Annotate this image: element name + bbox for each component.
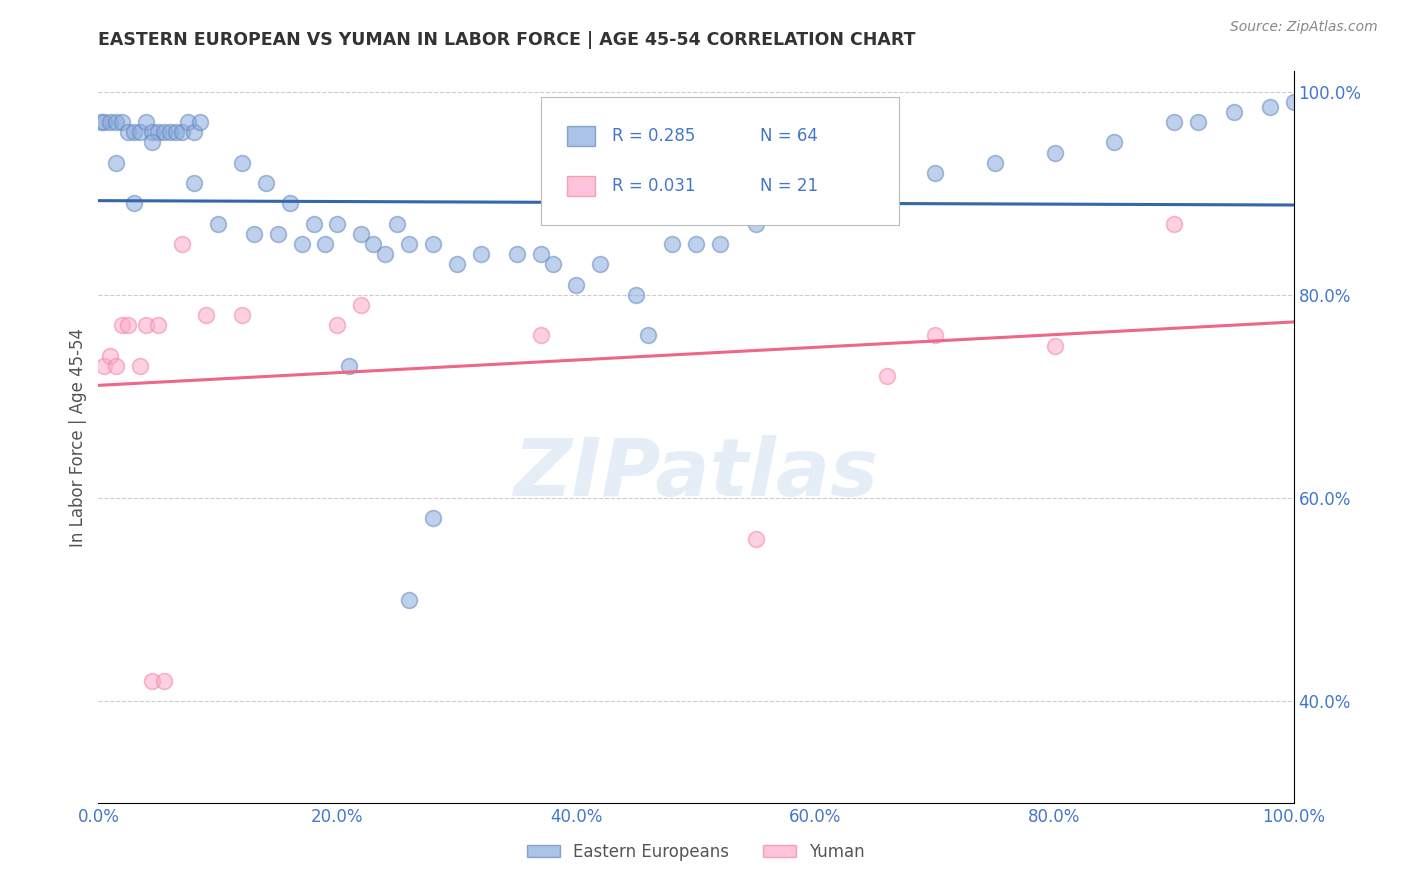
Point [177, 115, 200, 129]
Point [105, 115, 128, 129]
Point [148, 125, 170, 139]
Point [141, 125, 163, 139]
Point [530, 247, 553, 261]
Point [745, 532, 768, 546]
FancyBboxPatch shape [541, 97, 900, 225]
Point [153, 673, 176, 688]
Point [124, 125, 146, 139]
Point [1163, 217, 1185, 231]
Point [291, 237, 314, 252]
Point [637, 328, 659, 343]
Point [111, 115, 134, 129]
Point [326, 217, 349, 231]
Point [709, 237, 731, 252]
Point [98, 349, 122, 363]
Point [1223, 105, 1246, 120]
Point [363, 237, 385, 252]
Point [398, 592, 420, 607]
Point [93, 359, 115, 373]
Point [159, 125, 181, 139]
Point [183, 176, 205, 190]
Point [565, 277, 588, 292]
Text: ZIPatlas: ZIPatlas [513, 434, 879, 513]
Point [530, 328, 553, 343]
Point [385, 217, 409, 231]
Point [422, 511, 444, 525]
Point [1043, 338, 1066, 352]
Point [1104, 136, 1126, 150]
Point [129, 125, 152, 139]
Point [541, 257, 564, 271]
Point [626, 288, 648, 302]
Point [315, 237, 337, 252]
Point [1282, 95, 1305, 109]
Point [98, 115, 122, 129]
Point [350, 227, 373, 241]
Point [188, 115, 211, 129]
Bar [567, 126, 595, 146]
Point [243, 227, 266, 241]
Point [780, 206, 803, 220]
Point [124, 196, 146, 211]
Point [422, 237, 444, 252]
Point [129, 359, 152, 373]
Point [165, 125, 187, 139]
Point [984, 155, 1007, 169]
Point [924, 166, 946, 180]
Point [876, 369, 898, 384]
Point [105, 155, 128, 169]
Point [1187, 115, 1209, 129]
Point [506, 247, 529, 261]
Point [111, 318, 134, 333]
Point [90, 115, 112, 129]
Point [105, 359, 128, 373]
Point [865, 186, 887, 201]
Point [117, 318, 139, 333]
Point [141, 673, 163, 688]
Point [1163, 115, 1185, 129]
Point [828, 196, 851, 211]
Point [183, 125, 205, 139]
Text: N = 64: N = 64 [761, 127, 818, 145]
Point [135, 318, 157, 333]
Y-axis label: In Labor Force | Age 45-54: In Labor Force | Age 45-54 [69, 327, 87, 547]
Point [661, 237, 683, 252]
Point [302, 217, 325, 231]
Point [153, 125, 176, 139]
Point [231, 308, 253, 322]
Point [172, 237, 194, 252]
Point [685, 237, 707, 252]
Point [589, 257, 612, 271]
Text: N = 21: N = 21 [761, 177, 818, 195]
Point [1258, 100, 1281, 114]
Point [93, 115, 115, 129]
Point [924, 328, 946, 343]
Text: R = 0.031: R = 0.031 [613, 177, 696, 195]
Point [135, 115, 157, 129]
Point [1043, 145, 1066, 160]
Point [117, 125, 139, 139]
Point [326, 318, 349, 333]
Point [254, 176, 277, 190]
Point [745, 217, 768, 231]
Point [339, 359, 361, 373]
Point [470, 247, 492, 261]
Point [350, 298, 373, 312]
Point [278, 196, 301, 211]
Text: Source: ZipAtlas.com: Source: ZipAtlas.com [1230, 20, 1378, 34]
Point [231, 155, 253, 169]
Point [374, 247, 396, 261]
Point [195, 308, 218, 322]
Legend: Eastern Europeans, Yuman: Eastern Europeans, Yuman [520, 837, 872, 868]
Point [207, 217, 229, 231]
Text: R = 0.285: R = 0.285 [613, 127, 696, 145]
Point [398, 237, 420, 252]
Point [141, 136, 163, 150]
Point [446, 257, 468, 271]
Text: EASTERN EUROPEAN VS YUMAN IN LABOR FORCE | AGE 45-54 CORRELATION CHART: EASTERN EUROPEAN VS YUMAN IN LABOR FORCE… [98, 31, 915, 49]
Point [148, 318, 170, 333]
Point [267, 227, 290, 241]
Point [172, 125, 194, 139]
Bar [567, 176, 595, 196]
